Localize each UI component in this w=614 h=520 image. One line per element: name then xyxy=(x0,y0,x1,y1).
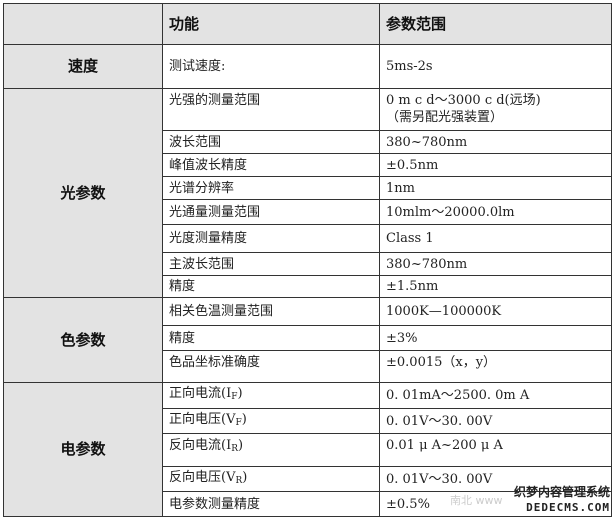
header-range: 参数范围 xyxy=(379,3,612,45)
table-row: 主波长范围 380~780nm xyxy=(4,252,612,276)
table-row: 峰值波长精度 ±0.5nm xyxy=(4,153,612,177)
range-cell: ±3% xyxy=(379,325,612,351)
function-cell: 主波长范围 xyxy=(162,252,380,276)
table-row: 电参数 正向电流(IF) 0. 01mA～2500. 0m A xyxy=(3,382,612,517)
function-text-end: ) xyxy=(241,411,247,427)
function-cell: 精度 xyxy=(162,325,380,351)
range-cell: 1000K—100000K xyxy=(379,297,612,326)
range-cell: 5ms-2s xyxy=(379,44,612,89)
category-optical: 光参数 xyxy=(3,88,163,298)
range-cell: ±0.5nm xyxy=(379,153,612,177)
function-text: 反向电压(V xyxy=(169,469,236,485)
function-subscript: F xyxy=(235,417,242,428)
function-subscript: R xyxy=(231,444,238,454)
function-cell: 光通量测量范围 xyxy=(162,199,380,225)
header-row: 功能 参数范围 xyxy=(3,3,612,45)
range-cell: 0. 01mA～2500. 0m A xyxy=(379,382,612,409)
range-cell: ±0.5% xyxy=(379,491,612,517)
function-subscript: R xyxy=(235,475,243,486)
function-text: 正向电流(I xyxy=(169,386,232,401)
category-color: 色参数 xyxy=(3,297,163,383)
spec-table: 功能 参数范围 速度 测试速度: 5ms-2s 光参数 光强的测量范围 0 m … xyxy=(3,3,612,517)
range-cell: Class 1 xyxy=(379,224,612,253)
function-cell: 光谱分辨率 xyxy=(162,176,380,200)
function-cell: 波长范围 xyxy=(162,130,380,154)
table-row: 光通量测量范围 10mlm～20000.0lm xyxy=(4,199,612,225)
range-cell: 0 m c d～3000 c d(远场) （需另配光强装置） xyxy=(379,88,612,131)
function-cell: 色品坐标准确度 xyxy=(162,350,380,383)
range-cell: 380~780nm xyxy=(379,252,612,276)
table-row: 波长范围 380~780nm xyxy=(4,130,612,154)
range-cell: 380~780nm xyxy=(379,130,612,154)
function-text-end: ) xyxy=(238,438,244,453)
table-row: 精度 ±1.5nm xyxy=(4,275,612,298)
function-cell: 峰值波长精度 xyxy=(162,153,380,177)
table-row: 光参数 光强的测量范围 0 m c d～3000 c d(远场) （需另配光强装置… xyxy=(3,88,612,298)
table-row: 速度 测试速度: 5ms-2s xyxy=(3,44,612,89)
range-cell: 0. 01V～30. 00V xyxy=(379,408,612,434)
function-cell: 相关色温测量范围 xyxy=(162,297,380,326)
range-cell: 0.01 μ A~200 μ A xyxy=(379,433,612,467)
table-row: 色参数 相关色温测量范围 1000K—100000K xyxy=(3,297,612,383)
table-row: 光谱分辨率 1nm xyxy=(4,176,612,200)
function-cell: 测试速度: xyxy=(162,44,380,89)
header-function: 功能 xyxy=(162,3,380,45)
range-cell: 10mlm～20000.0lm xyxy=(379,199,612,225)
table-row: 电参数测量精度 ±0.5% xyxy=(4,491,612,517)
watermark-logo: 织梦内容管理系统 DEDECMS.COM xyxy=(514,485,610,515)
range-note: （需另配光强装置） xyxy=(386,110,504,125)
watermark-line1: 织梦内容管理系统 xyxy=(513,485,610,499)
table-row: 精度 ±3% xyxy=(4,325,612,351)
table-row: 光度测量精度 Class 1 xyxy=(4,224,612,253)
range-cell: 1nm xyxy=(379,176,612,200)
table-row: 正向电压(VF) 0. 01V～30. 00V xyxy=(4,408,612,434)
function-text-end: ) xyxy=(237,386,243,401)
function-text: 正向电压(V xyxy=(169,411,236,427)
function-text: 反向电流(I xyxy=(169,438,232,453)
function-cell: 正向电流(IF) xyxy=(162,382,380,409)
function-cell: 光强的测量范围 xyxy=(162,88,380,131)
header-category xyxy=(3,3,163,45)
function-subscript: F xyxy=(231,392,238,402)
category-speed: 速度 xyxy=(3,44,163,89)
function-cell: 反向电压(VR) xyxy=(162,466,380,492)
table-row: 色品坐标准确度 ±0.0015（x，y） xyxy=(4,350,612,383)
function-text-end: ) xyxy=(242,469,248,485)
range-cell: ±1.5nm xyxy=(379,275,612,298)
watermark-line2: DEDECMS.COM xyxy=(526,501,610,514)
faint-watermark: 南北 www xyxy=(450,494,503,507)
function-cell: 精度 xyxy=(162,275,380,298)
category-electrical: 电参数 xyxy=(3,382,163,517)
function-cell: 电参数测量精度 xyxy=(162,491,380,517)
function-cell: 正向电压(VF) xyxy=(162,408,380,434)
range-cell: ±0.0015（x，y） xyxy=(379,350,612,383)
function-cell: 光度测量精度 xyxy=(162,224,380,253)
range-line: 0 m c d～3000 c d(远场) xyxy=(386,93,541,108)
function-cell: 反向电流(IR) xyxy=(162,433,380,467)
